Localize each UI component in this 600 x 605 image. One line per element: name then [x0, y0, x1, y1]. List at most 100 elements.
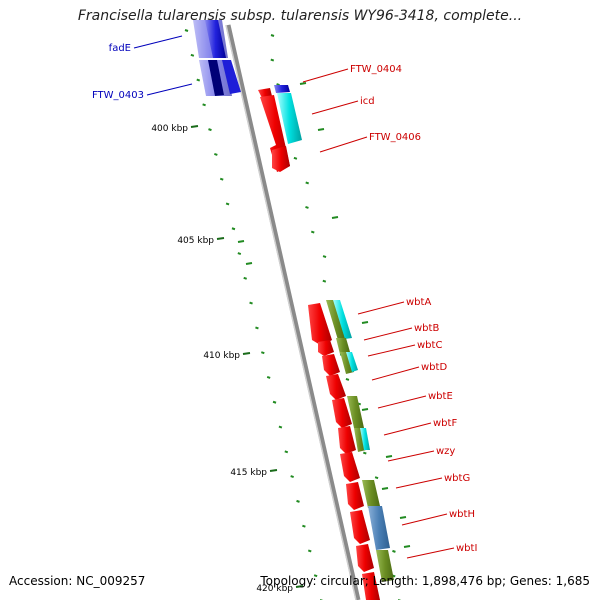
gene-FTW_0403-dark[interactable]: [208, 60, 224, 96]
gene-label-wbtI[interactable]: wbtI: [456, 543, 477, 554]
gene-label-wbtB[interactable]: wbtB: [414, 323, 439, 334]
gene-wbtI-cog[interactable]: [376, 550, 394, 582]
label-leader: [387, 450, 435, 462]
gc-dot: [237, 240, 245, 243]
gene-label-wbtE[interactable]: wbtE: [428, 391, 453, 402]
gc-dot: [399, 516, 407, 519]
tick-mark: [242, 352, 251, 355]
gc-dot: [255, 326, 259, 330]
tick-label: 420 kbp: [256, 584, 293, 594]
gc-dot: [313, 574, 318, 578]
genome-summary-text: Topology: circular; Length: 1,898,476 bp…: [260, 574, 590, 588]
gc-dot: [322, 255, 327, 259]
label-leader: [357, 301, 405, 315]
label-leader: [395, 477, 443, 489]
gc-dot: [331, 216, 339, 219]
gene-wbtB[interactable]: [318, 340, 334, 356]
gene-label-fadE[interactable]: fadE: [109, 43, 131, 54]
gene-label-FTW_0404[interactable]: FTW_0404: [350, 64, 402, 75]
gene-wbtD[interactable]: [326, 374, 346, 400]
gc-dot: [317, 128, 325, 131]
gc-dot: [362, 451, 367, 455]
label-leader: [311, 100, 359, 115]
gc-dot: [296, 499, 300, 503]
tick-label: 400 kbp: [151, 124, 188, 134]
tick-mark: [216, 237, 225, 240]
label-leader: [302, 68, 349, 83]
gc-dot: [249, 301, 253, 305]
label-leader: [371, 366, 420, 381]
gene-fadE-core[interactable]: [205, 20, 226, 58]
label-leader: [363, 327, 413, 341]
gc-dot: [278, 425, 283, 429]
gene-label-wzy[interactable]: wzy: [436, 446, 455, 457]
label-leader: [383, 422, 432, 436]
label-leader: [319, 136, 368, 153]
tick-label: 415 kbp: [230, 468, 267, 478]
backbone: [225, 24, 361, 601]
label-leader: [377, 395, 427, 409]
gene-label-wbtA[interactable]: wbtA: [406, 297, 431, 308]
gene-wbtG-cog[interactable]: [362, 480, 380, 508]
gene-label-icd[interactable]: icd: [360, 96, 375, 107]
gene-label-wbtF[interactable]: wbtF: [433, 418, 457, 429]
gene-wbtE-cog[interactable]: [347, 396, 364, 428]
backbone-highlight: [225, 24, 357, 601]
gene-label-FTW_0406[interactable]: FTW_0406: [369, 132, 421, 143]
gene-FTW_0403-core[interactable]: [222, 60, 241, 94]
gene-wbtI[interactable]: [356, 544, 374, 572]
gene-wbtF-cog2[interactable]: [360, 428, 370, 450]
gc-dot: [219, 177, 224, 181]
gc-dot: [345, 377, 350, 381]
gene-wbtC[interactable]: [322, 354, 340, 376]
gc-dot: [374, 476, 379, 480]
gene-wbtA-cog[interactable]: [326, 300, 346, 340]
gc-dot: [272, 400, 277, 404]
gene-wbtF[interactable]: [338, 426, 356, 454]
gc-dot: [305, 181, 310, 185]
gene-label-wbtD[interactable]: wbtD: [421, 362, 447, 373]
gene-wzy[interactable]: [340, 452, 360, 482]
gc-dot: [266, 376, 271, 379]
gene-FTW_0404-cog[interactable]: [274, 85, 290, 93]
gc-dot: [243, 276, 248, 280]
gene-label-wbtC[interactable]: wbtC: [417, 340, 442, 351]
gene-bottom[interactable]: [362, 572, 380, 600]
gc-dot: [307, 549, 312, 553]
gc-dot: [322, 279, 327, 283]
gene-wbtE[interactable]: [332, 398, 352, 428]
gc-dot: [381, 487, 389, 490]
gc-dot: [237, 252, 242, 255]
gene-FTW_0406[interactable]: [272, 146, 290, 172]
gc-dot: [184, 29, 189, 32]
gene-wbtA-cog2[interactable]: [333, 300, 352, 339]
gene-wbtA[interactable]: [308, 303, 332, 346]
gene-label-wbtH[interactable]: wbtH: [449, 509, 475, 520]
gene-wbtG[interactable]: [346, 482, 364, 510]
gene-FTW_0404[interactable]: [258, 88, 272, 98]
label-leader: [367, 344, 416, 357]
gene-label-wbtG[interactable]: wbtG: [444, 473, 470, 484]
gc-dot: [270, 34, 275, 37]
accession-text: Accession: NC_009257: [9, 574, 146, 588]
gc-dot: [276, 83, 280, 87]
gene-wbtC-cog[interactable]: [336, 338, 350, 354]
gene-wbtC-cog2[interactable]: [340, 352, 354, 374]
gc-dot: [302, 524, 306, 528]
gc-dot: [202, 103, 206, 107]
gc-dot: [231, 227, 236, 231]
gene-wbtH-cog[interactable]: [368, 506, 390, 550]
gc-dot: [208, 128, 212, 132]
gc-dot: [214, 152, 218, 156]
gc-dot: [270, 58, 275, 62]
tick-mark: [190, 125, 199, 128]
gene-wbtH[interactable]: [350, 510, 370, 544]
gene-icd[interactable]: [277, 93, 302, 144]
gene-wbtC-cog3[interactable]: [346, 352, 358, 372]
gc-dot: [403, 545, 411, 548]
gc-dot: [305, 206, 309, 209]
gene-label-FTW_0403[interactable]: FTW_0403: [92, 90, 144, 101]
